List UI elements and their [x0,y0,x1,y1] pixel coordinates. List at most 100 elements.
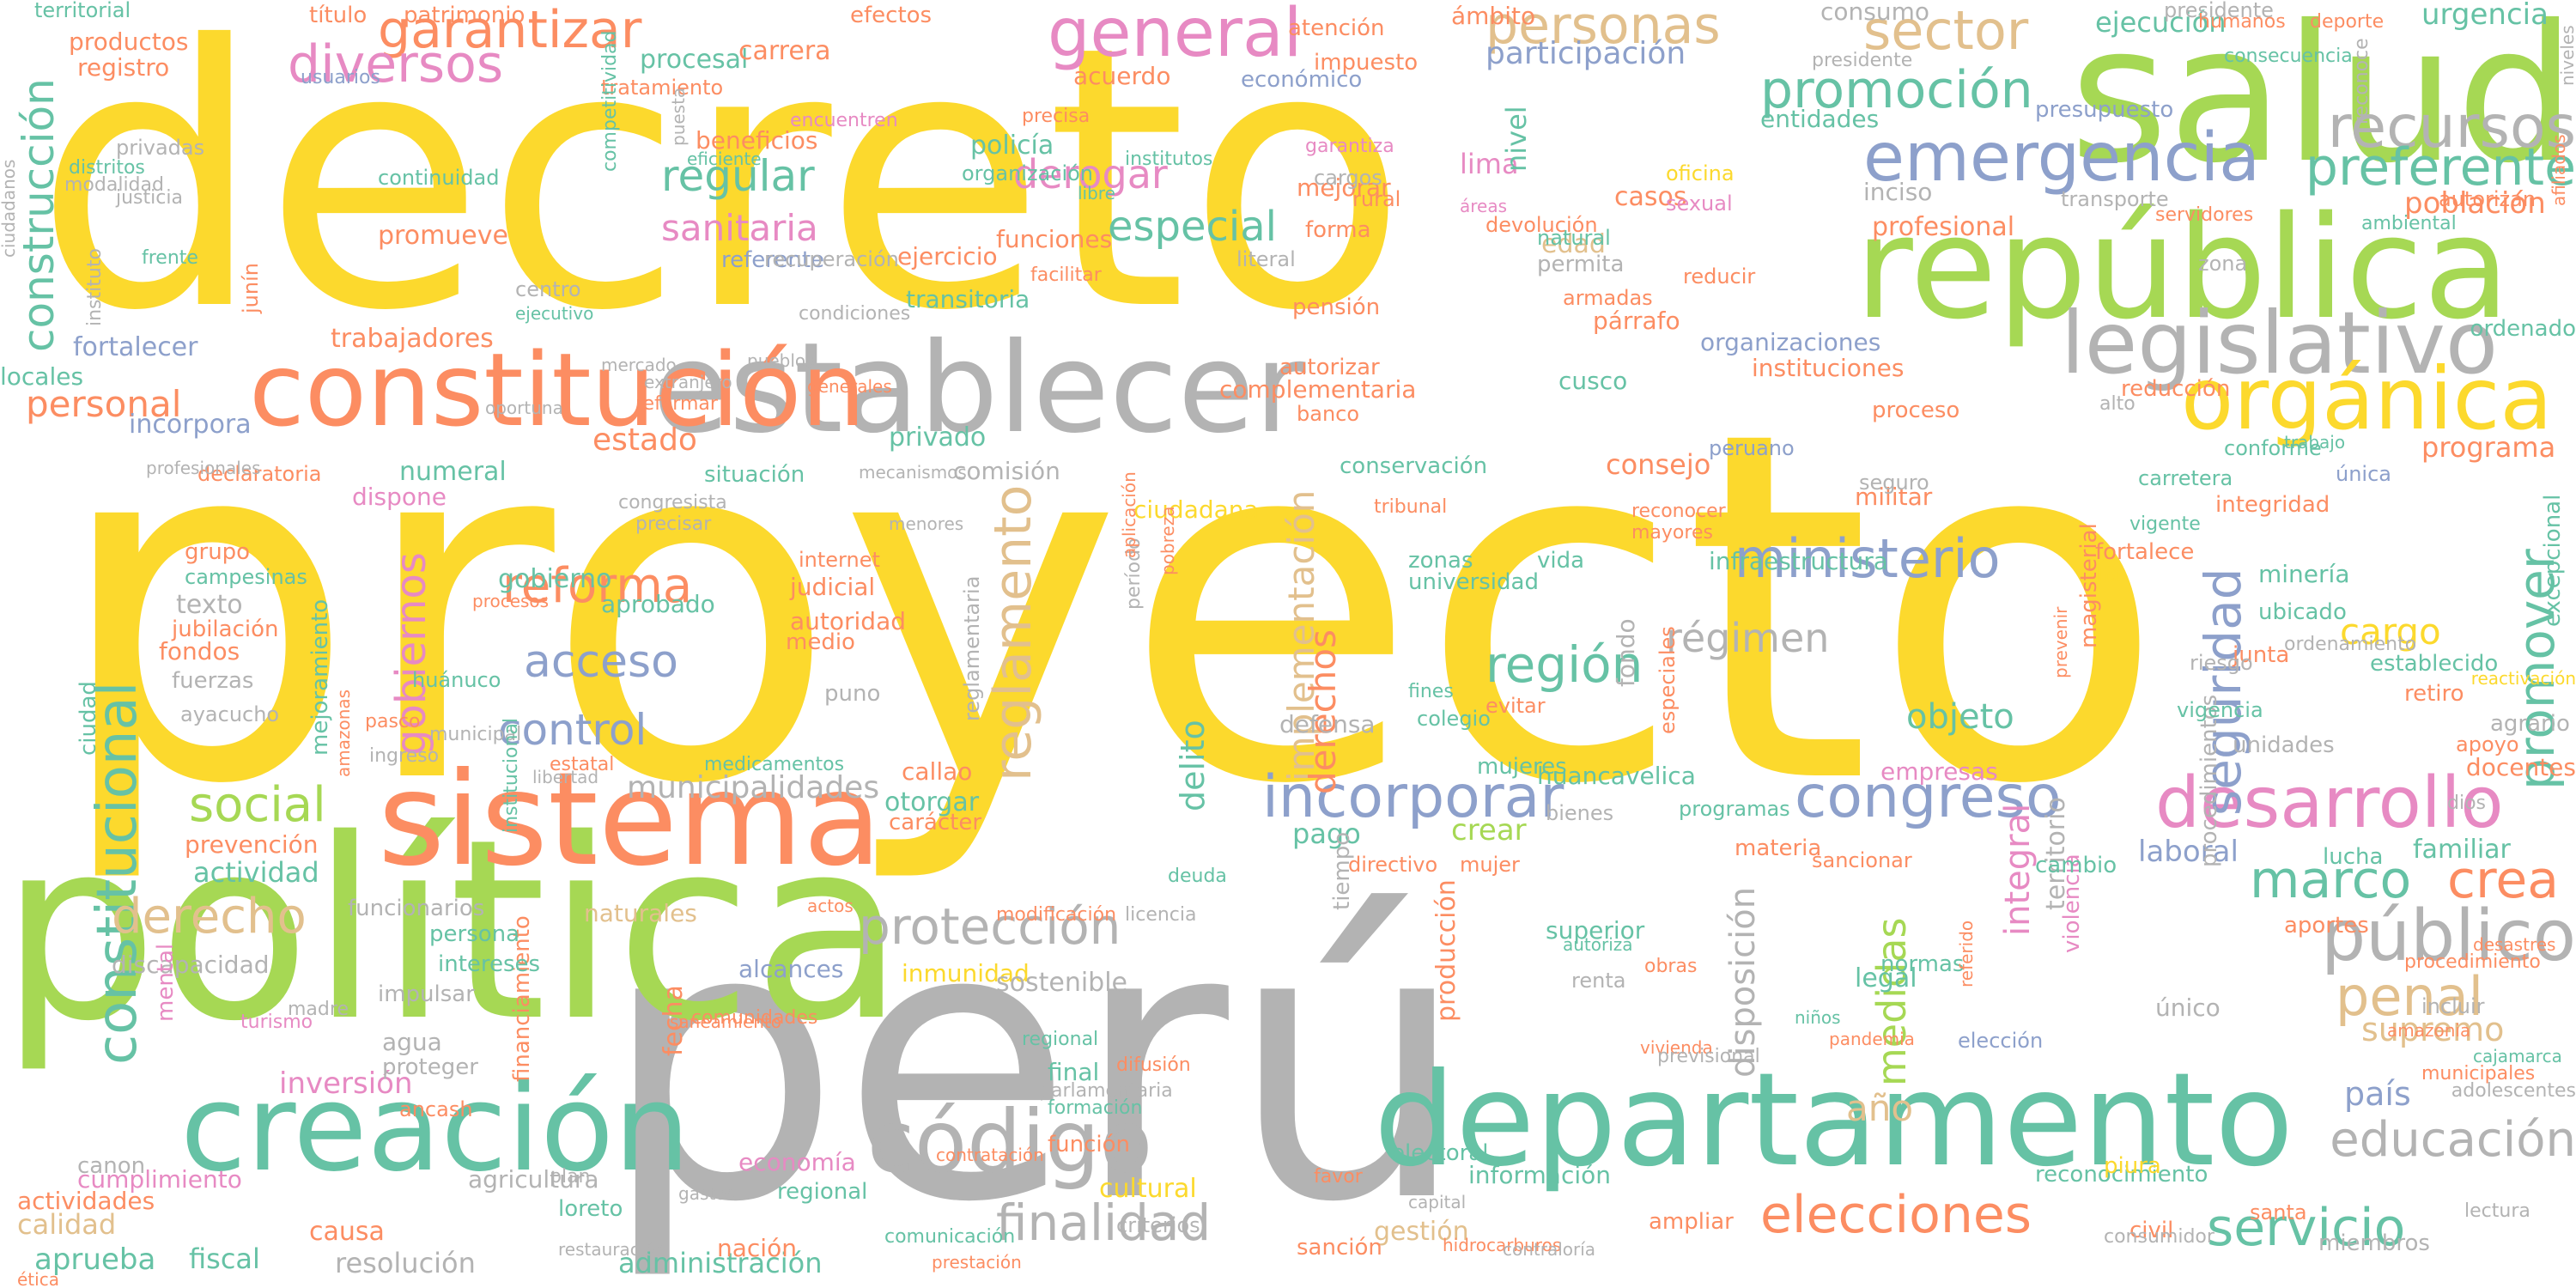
cloud-word: comunidades [691,1007,818,1029]
cloud-word: incorporar [1262,763,1564,831]
cloud-word: legislativo [2061,293,2499,393]
cloud-word: defensa [1279,710,1376,738]
cloud-word: fortalecer [73,332,198,362]
cloud-word: privadas [116,136,205,160]
cloud-word: superior [1546,916,1645,945]
cloud-word: jubilación [172,617,279,642]
cloud-word: consecuencia [2224,46,2353,67]
cloud-word: mental [153,943,179,1022]
cloud-word: control [498,705,647,755]
cloud-word: actividad [193,856,319,889]
cloud-word: integral [1998,803,2038,936]
cloud-word: reconocer [1631,501,1726,522]
cloud-word: prevenir [2050,606,2071,678]
cloud-word: departamento [1374,1046,2294,1195]
cloud-word: cargos [1314,166,1382,190]
cloud-word: protección [859,897,1121,956]
cloud-word: justicia [116,187,183,209]
cloud-word: junta [2233,642,2290,668]
cloud-word: preferente [2305,137,2576,197]
cloud-word: aprueba [34,1242,156,1277]
cloud-word: callao [902,757,973,786]
cloud-word: actos [807,896,854,916]
cloud-word: república [1855,185,2511,350]
cloud-word: conservación [1340,453,1488,479]
cloud-word: licencia [1125,904,1197,926]
cloud-word: mujeres [1477,754,1567,780]
cloud-word: organización [962,161,1094,185]
cloud-word: nación [717,1234,797,1262]
cloud-word: sector [1863,0,2029,62]
cloud-word: literal [1236,247,1296,271]
cloud-word: acceso [524,636,678,688]
cloud-word: usuarios [301,67,380,88]
cloud-word: distritos [69,157,145,179]
cloud-word: excepcional [2540,494,2566,627]
cloud-word: consumo [1820,0,1930,26]
cloud-word: intereses [438,951,541,977]
cloud-word: eficiente [687,149,762,169]
cloud-word: permita [1537,252,1625,277]
cloud-word: devolución [1485,213,1598,237]
cloud-word: adolescentes [2451,1080,2576,1102]
cloud-word: párrafo [1593,307,1680,335]
cloud-word: seguro [1859,471,1929,495]
cloud-word: encuentren [790,110,898,131]
cloud-word: regional [777,1179,868,1205]
cloud-word: deuda [1168,866,1227,887]
cloud-word: casos [1614,182,1687,212]
cloud-word: presidente [2164,0,2274,22]
cloud-word: sexual [1666,191,1733,216]
cloud-word: derogar [1013,151,1168,197]
cloud-word: ética [17,1269,59,1288]
cloud-word: policía [970,131,1054,161]
cloud-word: santa [2250,1200,2307,1224]
cloud-word: electoral [1391,1140,1489,1166]
cloud-word: agrario [2490,711,2570,737]
cloud-word: marco [2250,850,2412,910]
cloud-word: tiempo [1329,831,1355,910]
cloud-word: directivo [1348,853,1438,877]
cloud-word: lucha [2323,844,2384,870]
cloud-word: funcionarios [348,896,485,921]
cloud-word: familiar [2413,835,2511,865]
cloud-word: miembros [2318,1230,2430,1256]
cloud-word: participación [1485,36,1686,71]
cloud-word: autorizar [1279,355,1380,380]
cloud-word: cultural [1099,1174,1197,1204]
cloud-word: dios [2447,793,2486,814]
cloud-word: carácter [889,810,982,835]
cloud-word: mejorar [1297,173,1391,202]
cloud-word: procesal [640,45,749,75]
cloud-word: programa [2421,431,2556,464]
cloud-word: piura [2104,1153,2161,1179]
cloud-word: centro [515,277,581,301]
cloud-word: bienes [1546,801,1614,825]
cloud-word: cajamarca [2473,1046,2562,1066]
cloud-word: pago [1292,817,1361,850]
cloud-word: trabajadores [331,324,494,354]
cloud-word: municipal [429,724,522,745]
cloud-word: institucional [501,717,522,833]
cloud-word: edad [1541,229,1606,259]
cloud-word: reglamentaria [960,575,984,721]
cloud-word: derecho [112,889,307,945]
cloud-word: carrera [738,36,831,66]
cloud-word: reconoce [2351,38,2372,125]
cloud-word: aplicación [1119,471,1139,558]
cloud-word: congresista [618,492,727,513]
cloud-word: elección [1958,1029,2044,1053]
cloud-word: especiales [1656,626,1680,734]
cloud-word: renta [1571,969,1626,993]
cloud-word: programas [1679,797,1790,821]
cloud-word: año [1846,1087,1914,1129]
cloud-word: competitividad [599,30,621,172]
cloud-word: personal [26,383,182,425]
cloud-word: extranjero [644,372,732,392]
cloud-word: niños [1795,1007,1841,1028]
cloud-word: ingreso [369,745,440,767]
cloud-word: cambio [2035,853,2117,878]
cloud-word: campesinas [185,565,307,589]
cloud-word: procedimiento [2404,951,2541,973]
cloud-word: medicamentos [704,754,845,775]
